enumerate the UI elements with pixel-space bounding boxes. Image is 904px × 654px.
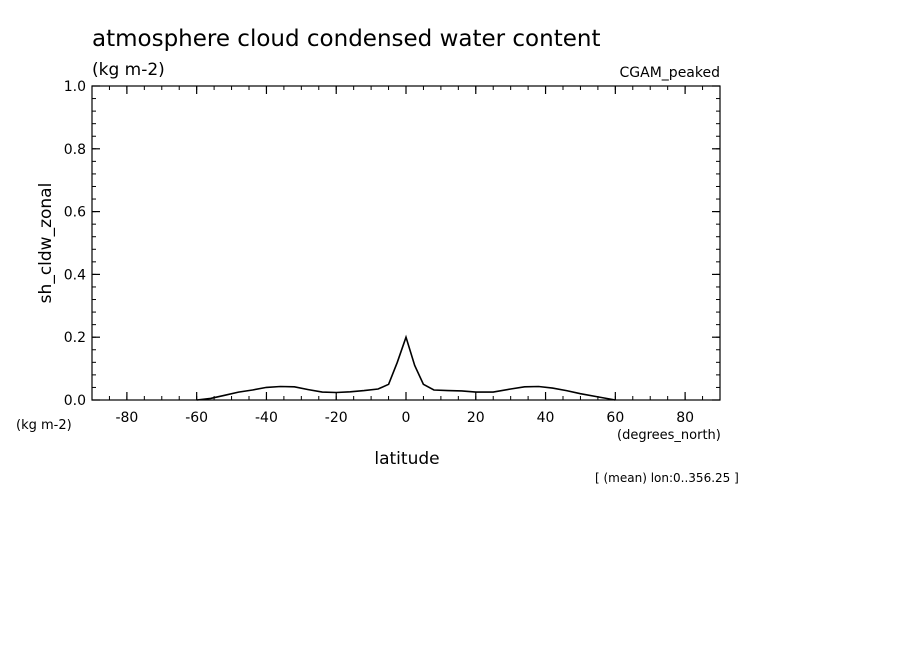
y-tick-label: 0.2 (64, 330, 86, 346)
plot-axes: -80 -60 -40 -20 0 20 40 60 80 0.0 0.2 0.4 0.6 0.8 1.0 (64, 79, 721, 426)
y-axis-label: sh_cldw_zonal (36, 183, 56, 304)
x-units-label: (degrees_north) (617, 428, 721, 443)
footnote: [ (mean) lon:0..356.25 ] (595, 471, 739, 485)
x-tick-label: 60 (606, 410, 624, 426)
x-tick-label: 40 (537, 410, 555, 426)
x-tick-label: 80 (676, 410, 694, 426)
y-tick-label: 0.6 (64, 205, 86, 221)
y-tick-label: 0.0 (64, 393, 86, 409)
y-tick-label: 0.8 (64, 142, 86, 158)
x-tick-label: -40 (255, 410, 278, 426)
model-label: CGAM_peaked (620, 65, 720, 81)
chart-subtitle: (kg m-2) (92, 60, 165, 80)
y-units-label: (kg m-2) (16, 418, 72, 433)
y-tick-label: 0.4 (64, 267, 86, 283)
x-tick-label: 20 (467, 410, 485, 426)
y-tick-label: 1.0 (64, 79, 86, 95)
series-line (196, 334, 616, 401)
plot-frame (91, 85, 721, 401)
x-tick-label: -20 (325, 410, 348, 426)
x-tick-label: -60 (185, 410, 208, 426)
x-tick-label: 0 (402, 410, 411, 426)
chart-title: atmosphere cloud condensed water content (92, 26, 600, 52)
x-axis-label: latitude (374, 449, 439, 469)
x-tick-label: -80 (115, 410, 138, 426)
